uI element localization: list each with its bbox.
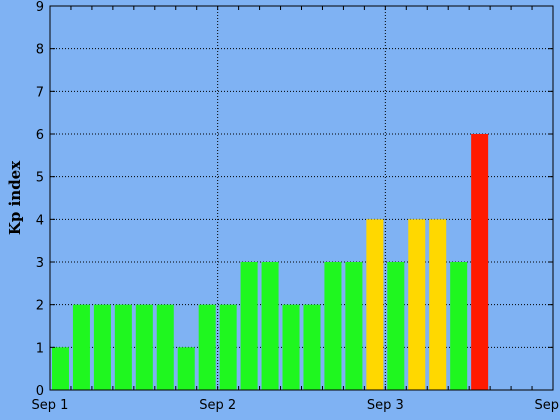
kp-bar — [450, 262, 468, 390]
kp-bar — [282, 304, 300, 390]
y-tick-label: 1 — [36, 341, 44, 356]
kp-bar — [93, 304, 111, 390]
kp-bar — [366, 219, 384, 390]
bars — [51, 134, 489, 390]
x-tick-label: Sep 3 — [367, 398, 404, 413]
y-tick-label: 2 — [36, 299, 44, 314]
kp-bar — [114, 304, 132, 390]
y-tick-label: 8 — [36, 43, 44, 58]
y-tick-label: 9 — [36, 0, 44, 15]
x-tick-label: Sep 2 — [199, 398, 236, 413]
y-tick-label: 4 — [36, 213, 44, 228]
kp-bar — [345, 262, 363, 390]
plot-frame — [49, 5, 554, 391]
y-tick-label: 0 — [36, 384, 44, 399]
kp-bar — [198, 304, 216, 390]
kp-bar — [156, 304, 174, 390]
kp-bar — [471, 134, 489, 390]
kp-bar — [51, 347, 69, 390]
x-tick-labels: Sep 1 Sep 2 Sep 3 Sep 4 — [32, 398, 560, 413]
kp-bar — [135, 304, 153, 390]
y-tick-label: 7 — [36, 85, 44, 100]
kp-bar — [324, 262, 342, 390]
x-tick-label: Sep 4 — [535, 398, 560, 413]
x-tick-label: Sep 1 — [32, 398, 69, 413]
grid-lines — [50, 6, 553, 390]
y-tick-label: 3 — [36, 256, 44, 271]
kp-bar — [387, 262, 405, 390]
y-axis-label: Kp index — [6, 160, 24, 235]
y-tick-label: 5 — [36, 171, 44, 186]
kp-bar — [72, 304, 90, 390]
kp-bar — [240, 262, 258, 390]
y-tick-label: 6 — [36, 128, 44, 143]
kp-bar — [261, 262, 279, 390]
kp-bar — [429, 219, 447, 390]
kp-bar — [219, 304, 237, 390]
kp-bar — [177, 347, 195, 390]
kp-bar — [408, 219, 426, 390]
y-tick-labels: 0 1 2 3 4 5 6 7 8 9 — [36, 0, 44, 399]
kp-bar — [303, 304, 321, 390]
